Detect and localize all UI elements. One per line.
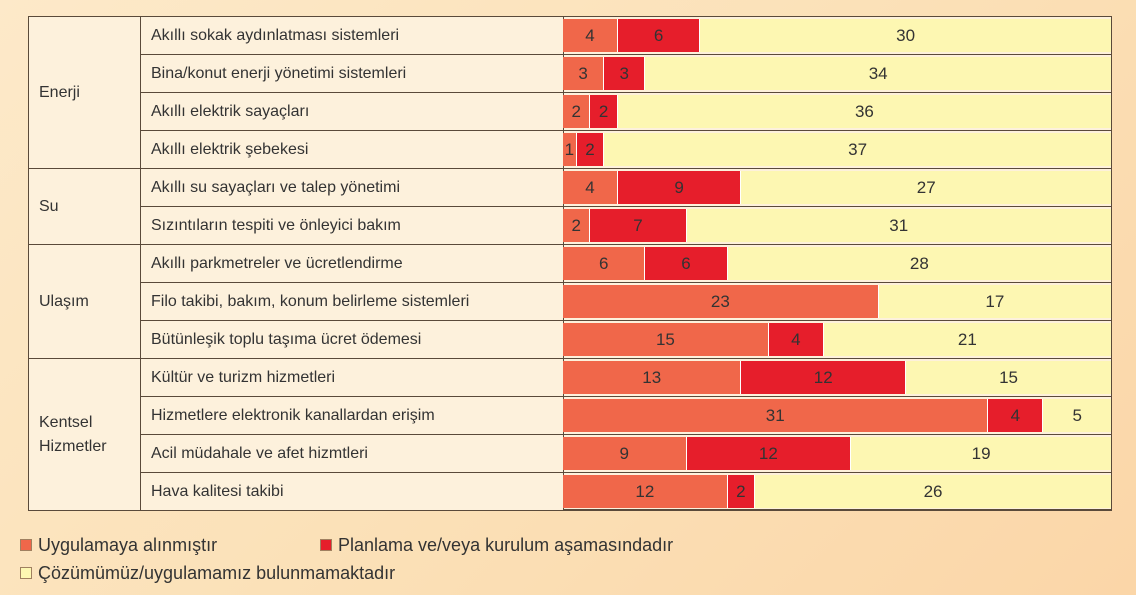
row-line — [563, 358, 1112, 397]
row-line — [563, 54, 1112, 93]
bar-segment: 3 — [604, 57, 646, 90]
category-label: Akıllı parkmetreler ve ücretlendirme — [140, 244, 564, 283]
group-label: Su — [28, 168, 141, 245]
bar-segment: 4 — [563, 171, 618, 204]
bar-segment: 9 — [563, 437, 687, 470]
group-label: Enerji — [28, 16, 141, 169]
bar-segment: 31 — [563, 399, 989, 432]
row-line — [563, 168, 1112, 207]
legend-label: Çözümümüz/uygulamamız bulunmamaktadır — [38, 562, 396, 583]
row-line — [563, 434, 1112, 473]
category-label: Akıllı elektrik şebekesi — [140, 130, 564, 169]
bar-segment: 3 — [563, 57, 605, 90]
bar-segment: 34 — [645, 57, 1112, 90]
category-label: Filo takibi, bakım, konum belirleme sist… — [140, 282, 564, 321]
bar-segment: 1 — [563, 133, 577, 166]
bar-segment: 17 — [878, 285, 1112, 318]
row-line — [563, 472, 1112, 511]
category-label: Bina/konut enerji yönetimi sistemleri — [140, 54, 564, 93]
category-label: Hava kalitesi takibi — [140, 472, 564, 511]
bar-segment: 15 — [906, 361, 1112, 394]
bar-segment: 31 — [686, 209, 1112, 242]
category-label: Kültür ve turizm hizmetleri — [140, 358, 564, 397]
bar-segment: 6 — [563, 247, 646, 280]
category-label: Akıllı su sayaçları ve talep yönetimi — [140, 168, 564, 207]
bar-segment: 6 — [645, 247, 728, 280]
bar-segment: 13 — [563, 361, 742, 394]
bar-segment: 2 — [576, 133, 605, 166]
bar-segment: 28 — [727, 247, 1112, 280]
bar-segment: 36 — [617, 95, 1112, 128]
bar-segment: 4 — [768, 323, 824, 356]
legend-item: Çözümümüz/uygulamamız bulunmamaktadır — [20, 561, 395, 585]
category-label: Akıllı elektrik sayaçları — [140, 92, 564, 131]
bar-segment: 21 — [823, 323, 1112, 356]
bar-segment: 4 — [988, 399, 1044, 432]
category-label: Acil müdahale ve afet hizmtleri — [140, 434, 564, 473]
category-label: Akıllı sokak aydınlatması sistemleri — [140, 16, 564, 55]
bar-segment: 15 — [563, 323, 769, 356]
bar-segment: 4 — [563, 19, 618, 52]
bar-segment: 19 — [851, 437, 1112, 470]
row-line — [563, 206, 1112, 245]
row-line — [563, 320, 1112, 359]
bar-segment: 7 — [590, 209, 687, 242]
group-label: Ulaşım — [28, 244, 141, 359]
bar-segment: 2 — [590, 95, 618, 128]
legend-item: Planlama ve/veya kurulum aşamasındadır — [320, 533, 673, 557]
bar-segment: 2 — [563, 209, 591, 242]
legend-swatch — [320, 539, 332, 551]
group-label: Kentsel Hizmetler — [28, 358, 141, 511]
bar-segment: 23 — [563, 285, 879, 318]
row-line — [563, 92, 1112, 131]
category-label: Sızıntıların tespiti ve önleyici bakım — [140, 206, 564, 245]
bar-segment: 2 — [563, 95, 591, 128]
row-line — [563, 130, 1112, 169]
row-line — [563, 282, 1112, 321]
bar-segment: 6 — [617, 19, 701, 52]
category-label: Hizmetlere elektronik kanallardan erişim — [140, 396, 564, 435]
bar-segment: 12 — [741, 361, 907, 394]
bar-segment: 26 — [755, 475, 1112, 508]
bar-segment: 12 — [563, 475, 728, 508]
bar-segment: 27 — [741, 171, 1112, 204]
legend-item: Uygulamaya alınmıştır — [20, 533, 217, 557]
bar-segment: 9 — [617, 171, 742, 204]
legend-label: Uygulamaya alınmıştır — [38, 534, 218, 555]
bar-segment: 2 — [727, 475, 756, 508]
bar-segment: 5 — [1043, 399, 1112, 432]
bar-segment: 30 — [700, 19, 1112, 52]
category-label: Bütünleşik toplu taşıma ücret ödemesi — [140, 320, 564, 359]
legend-swatch — [20, 567, 32, 579]
row-line — [563, 244, 1112, 283]
bar-segment: 12 — [686, 437, 852, 470]
row-line — [563, 16, 1112, 55]
row-line — [563, 396, 1112, 435]
legend-swatch — [20, 539, 32, 551]
legend-label: Planlama ve/veya kurulum aşamasındadır — [338, 534, 674, 555]
